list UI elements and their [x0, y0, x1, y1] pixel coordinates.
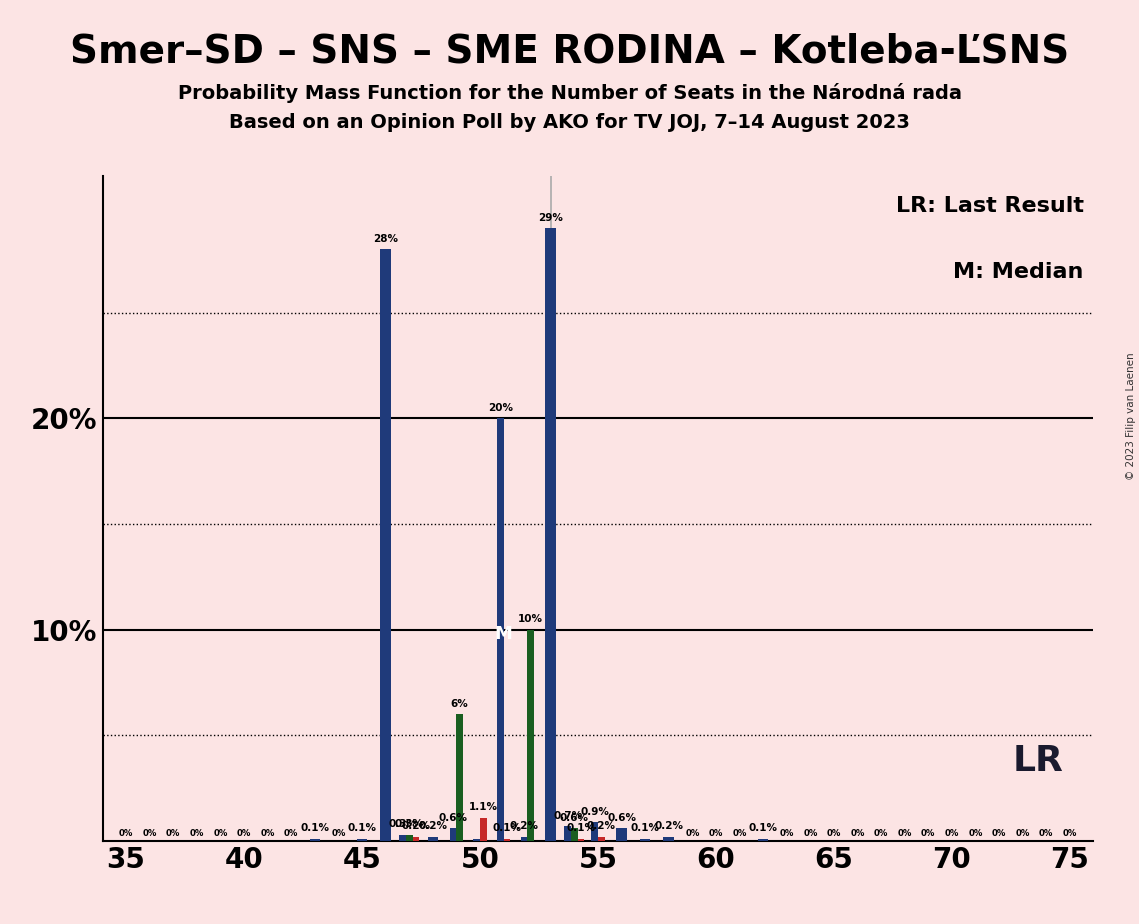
Text: 0%: 0%	[1039, 830, 1054, 838]
Bar	[571, 828, 577, 841]
Text: 0%: 0%	[261, 830, 274, 838]
Text: 0%: 0%	[118, 830, 133, 838]
Bar	[457, 714, 464, 841]
Text: 0%: 0%	[779, 830, 794, 838]
Bar	[474, 839, 480, 841]
Bar	[757, 839, 769, 841]
Text: 0.6%: 0.6%	[560, 813, 589, 823]
Bar	[663, 836, 674, 841]
Bar	[591, 821, 598, 841]
Text: 0.1%: 0.1%	[631, 823, 659, 833]
Text: 0%: 0%	[944, 830, 959, 838]
Text: 0.2%: 0.2%	[418, 821, 448, 832]
Bar	[527, 629, 534, 841]
Text: 0%: 0%	[213, 830, 228, 838]
Text: 0.2%: 0.2%	[654, 821, 683, 832]
Text: 0.7%: 0.7%	[554, 810, 582, 821]
Text: 20%: 20%	[487, 403, 513, 413]
Text: 0%: 0%	[992, 830, 1006, 838]
Text: LR: LR	[1013, 744, 1064, 778]
Text: 0%: 0%	[874, 830, 888, 838]
Bar	[616, 828, 626, 841]
Text: 0.3%: 0.3%	[388, 820, 417, 829]
Text: 0%: 0%	[851, 830, 865, 838]
Text: 0%: 0%	[284, 830, 298, 838]
Text: 0%: 0%	[898, 830, 912, 838]
Text: 0%: 0%	[1016, 830, 1030, 838]
Text: 0%: 0%	[1063, 830, 1077, 838]
Text: 29%: 29%	[539, 213, 563, 223]
Text: 6%: 6%	[451, 699, 468, 709]
Text: 0%: 0%	[803, 830, 818, 838]
Text: 28%: 28%	[374, 234, 399, 244]
Text: 0%: 0%	[732, 830, 747, 838]
Text: LR: Last Result: LR: Last Result	[895, 196, 1083, 215]
Bar	[357, 839, 368, 841]
Text: M: M	[494, 626, 513, 643]
Bar	[405, 834, 412, 841]
Text: 0%: 0%	[686, 830, 699, 838]
Text: 0%: 0%	[237, 830, 252, 838]
Text: © 2023 Filip van Laenen: © 2023 Filip van Laenen	[1126, 352, 1136, 480]
Bar	[412, 836, 419, 841]
Text: 0%: 0%	[142, 830, 157, 838]
Text: 0%: 0%	[331, 830, 345, 838]
Text: M: Median: M: Median	[953, 262, 1083, 282]
Bar	[310, 839, 320, 841]
Bar	[577, 839, 584, 841]
Text: Probability Mass Function for the Number of Seats in the Národná rada: Probability Mass Function for the Number…	[178, 83, 961, 103]
Text: 0.6%: 0.6%	[439, 813, 468, 823]
Bar	[565, 826, 571, 841]
Bar	[400, 834, 405, 841]
Bar	[640, 839, 650, 841]
Text: 0.2%: 0.2%	[587, 821, 616, 832]
Text: 0%: 0%	[708, 830, 723, 838]
Bar	[546, 228, 556, 841]
Text: 0.1%: 0.1%	[301, 823, 329, 833]
Text: 0.1%: 0.1%	[347, 823, 377, 833]
Text: 0%: 0%	[166, 830, 180, 838]
Bar	[450, 828, 457, 841]
Text: 0.6%: 0.6%	[607, 813, 636, 823]
Text: 0%: 0%	[190, 830, 204, 838]
Bar	[480, 818, 486, 841]
Bar	[380, 249, 391, 841]
Text: 0%: 0%	[968, 830, 983, 838]
Text: 0.1%: 0.1%	[748, 823, 778, 833]
Bar	[497, 419, 503, 841]
Text: 0.1%: 0.1%	[492, 823, 522, 833]
Text: 0%: 0%	[921, 830, 935, 838]
Bar	[427, 836, 439, 841]
Text: 10%: 10%	[518, 614, 543, 625]
Text: 0.3%: 0.3%	[395, 820, 424, 829]
Text: 1.1%: 1.1%	[469, 802, 498, 812]
Text: 0.9%: 0.9%	[580, 807, 609, 817]
Text: Based on an Opinion Poll by AKO for TV JOJ, 7–14 August 2023: Based on an Opinion Poll by AKO for TV J…	[229, 113, 910, 132]
Bar	[598, 836, 605, 841]
Text: Smer–SD – SNS – SME RODINA – Kotleba-ĽSNS: Smer–SD – SNS – SME RODINA – Kotleba-ĽSN…	[69, 32, 1070, 70]
Text: 0.2%: 0.2%	[509, 821, 539, 832]
Text: 0%: 0%	[827, 830, 841, 838]
Text: 0.1%: 0.1%	[566, 823, 596, 833]
Bar	[503, 839, 510, 841]
Bar	[521, 836, 527, 841]
Text: 0.2%: 0.2%	[401, 821, 431, 832]
